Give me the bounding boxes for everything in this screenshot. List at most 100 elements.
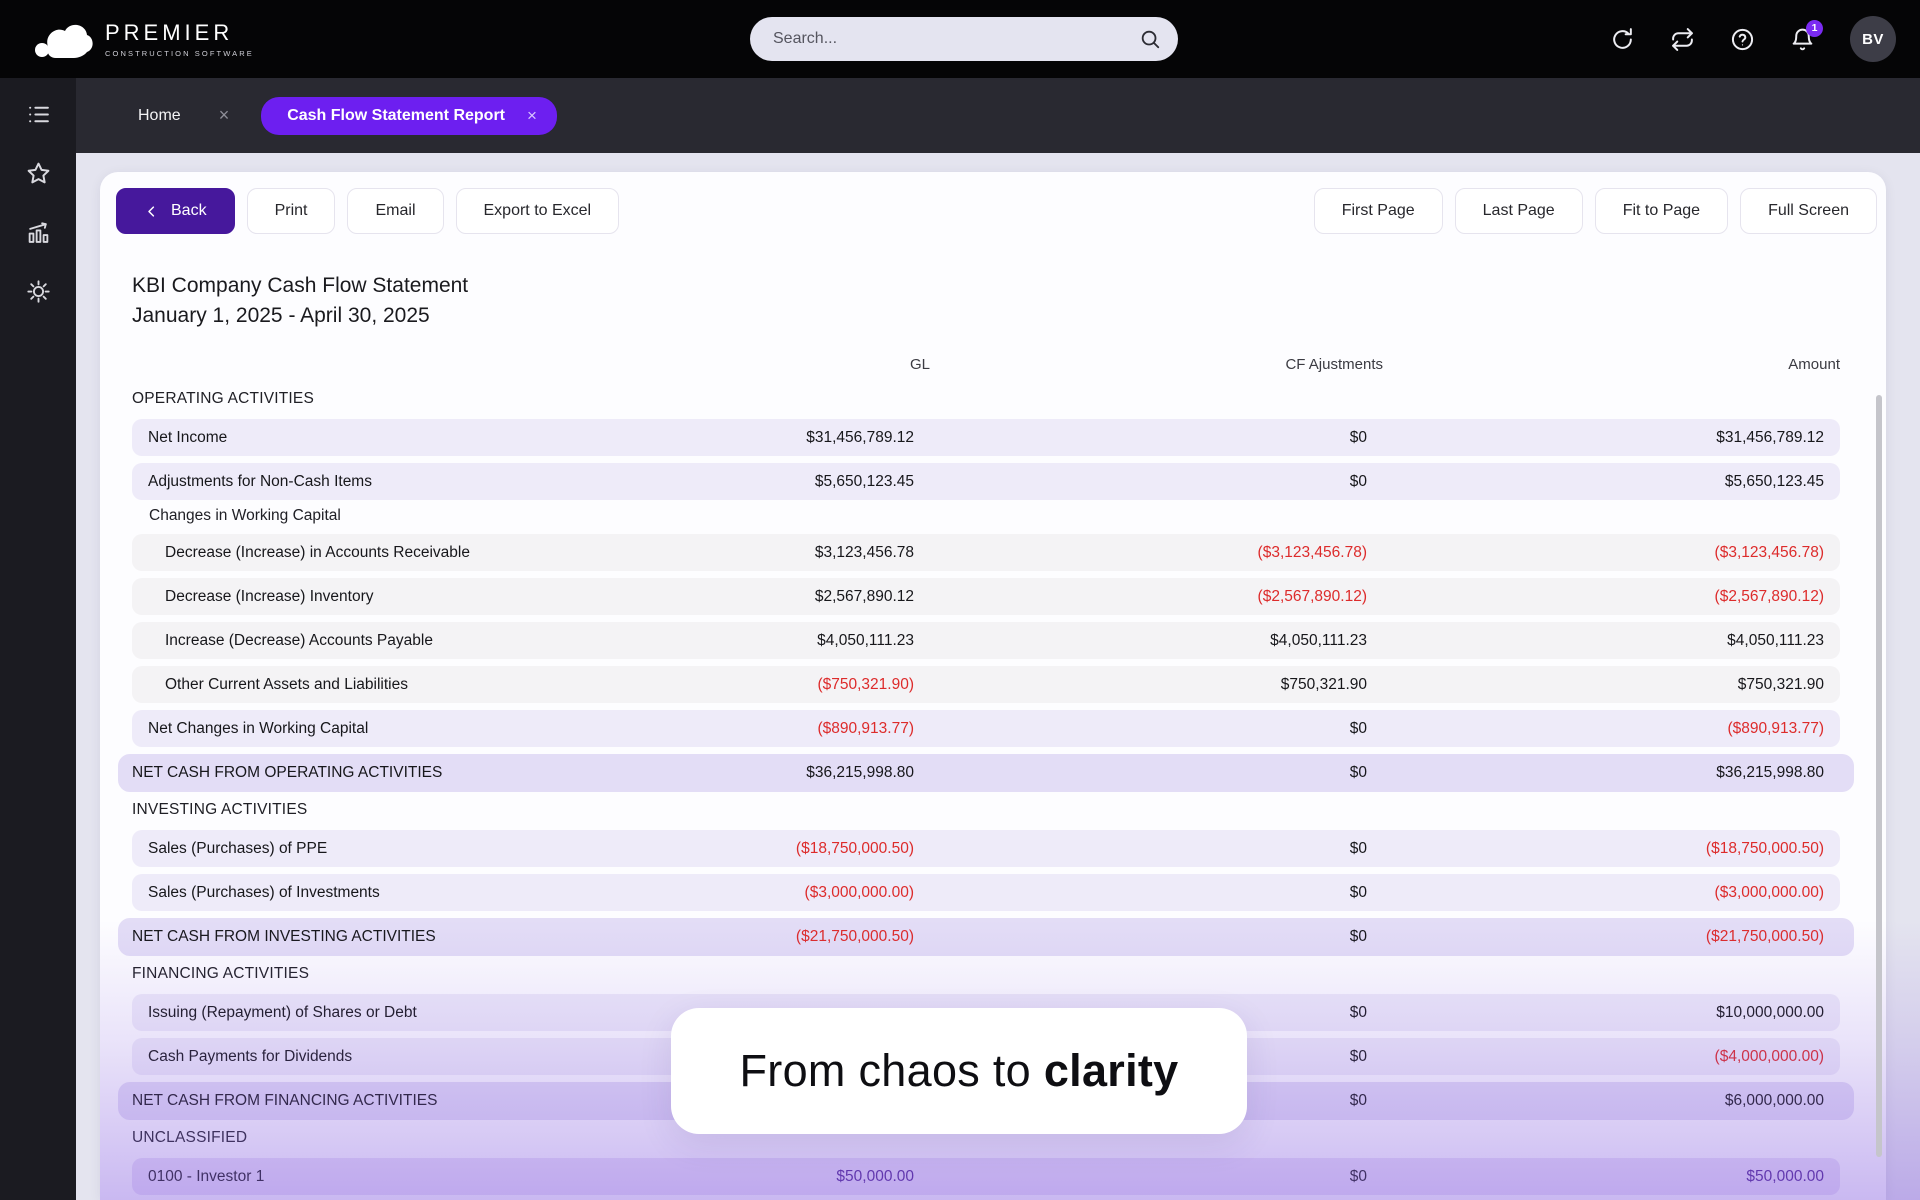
cell-value: ($18,750,000.50) — [795, 839, 914, 857]
cell-value: $50,000.00 — [1746, 1167, 1824, 1185]
cell-value: ($890,913.77) — [817, 719, 914, 737]
button-label: First Page — [1341, 202, 1415, 219]
table-row[interactable]: Net Income $31,456,789.12 $0 $31,456,789.12 — [132, 419, 1840, 456]
cell-value: $2,567,890.12 — [814, 587, 914, 605]
vertical-scrollbar[interactable] — [1876, 395, 1882, 1157]
toolbar-left-group: Back Print Email Export to Excel — [116, 188, 620, 234]
sync-icon[interactable] — [1670, 27, 1695, 52]
report-chart-icon[interactable] — [26, 220, 51, 245]
cell-value: $5,650,123.45 — [814, 472, 914, 490]
report-header: KBI Company Cash Flow Statement January … — [132, 271, 1886, 331]
fit-to-page-button[interactable]: Fit to Page — [1594, 188, 1729, 234]
cell-value: $0 — [1349, 928, 1367, 945]
cell-value: ($18,750,000.50) — [1705, 839, 1824, 857]
cell-value: ($2,567,890.12) — [1257, 587, 1367, 605]
row-label: Decrease (Increase) Inventory — [165, 587, 374, 605]
refresh-icon[interactable] — [1610, 27, 1635, 52]
report-card: Back Print Email Export to Excel First Page… — [100, 172, 1886, 1200]
email-button[interactable]: Email — [347, 188, 444, 234]
row-label: Increase (Decrease) Accounts Payable — [165, 631, 433, 649]
table-row[interactable]: Decrease (Increase) Inventory $2,567,890.… — [132, 578, 1840, 615]
notifications-icon[interactable]: 1 — [1790, 19, 1823, 52]
cloud-logo-icon — [35, 24, 93, 58]
button-label: Print — [274, 202, 308, 219]
cell-value: ($890,913.77) — [1727, 719, 1824, 737]
table-row[interactable]: 0100 - Investor 1 $50,000.00 $0 $50,000.00 — [132, 1158, 1840, 1195]
cell-value: $4,050,111.23 — [817, 631, 914, 649]
row-label: Sales (Purchases) of PPE — [148, 839, 328, 857]
cell-value: $10,000,000.00 — [1716, 1003, 1824, 1021]
last-page-button[interactable]: Last Page — [1454, 188, 1583, 234]
tab-cash-flow-statement-report[interactable]: Cash Flow Statement Report × — [261, 96, 557, 135]
list-icon[interactable] — [26, 102, 51, 127]
cell-value: $31,456,789.12 — [806, 428, 914, 446]
cell-value: $31,456,789.12 — [1716, 428, 1824, 446]
row-label: Net Income — [148, 428, 228, 446]
export-to-excel-button[interactable]: Export to Excel — [455, 188, 620, 234]
button-label: Back — [171, 202, 207, 219]
table-row[interactable]: Sales (Purchases) of Investments ($3,000,… — [132, 874, 1840, 911]
column-header-cf-adjustments: CF Ajustments — [1285, 355, 1383, 373]
cell-value: $5,650,123.45 — [1724, 472, 1824, 490]
report-title: KBI Company Cash Flow Statement — [132, 274, 469, 297]
button-label: Last Page — [1482, 202, 1555, 219]
button-label: Email — [375, 202, 416, 219]
table-row[interactable]: Net Changes in Working Capital ($890,913.… — [132, 710, 1840, 747]
table-row[interactable]: NET CASH FROM INVESTING ACTIVITIES ($21,7… — [118, 918, 1854, 956]
search-bar[interactable] — [750, 17, 1178, 61]
section-header: FINANCING ACTIVITIES — [132, 965, 310, 982]
table-row[interactable]: Decrease (Increase) in Accounts Receivab… — [132, 534, 1840, 571]
cell-value: ($2,567,890.12) — [1714, 587, 1824, 605]
table-row[interactable]: Adjustments for Non-Cash Items $5,650,123… — [132, 463, 1840, 500]
cell-value: $0 — [1349, 1003, 1367, 1021]
cell-value: ($750,321.90) — [817, 675, 914, 693]
cell-value: $4,050,111.23 — [1270, 631, 1367, 649]
search-icon[interactable] — [1139, 28, 1161, 50]
button-label: Full Screen — [1768, 202, 1849, 219]
search-input[interactable] — [750, 30, 1139, 48]
tab-bar: Home × Cash Flow Statement Report × — [76, 78, 1920, 153]
promo-overlay: From chaos to clarity — [671, 1008, 1247, 1134]
tab-home[interactable]: Home × — [138, 105, 229, 126]
row-label: Issuing (Repayment) of Shares or Debt — [148, 1003, 417, 1021]
table-row[interactable]: NET CASH FROM OPERATING ACTIVITIES $36,21… — [118, 754, 1854, 792]
row-label: NET CASH FROM FINANCING ACTIVITIES — [132, 1092, 438, 1109]
cell-value: $0 — [1349, 839, 1367, 857]
cell-value: $6,000,000.00 — [1724, 1092, 1824, 1109]
cell-value: $0 — [1349, 472, 1367, 490]
section-header: OPERATING ACTIVITIES — [132, 390, 314, 407]
cell-value: ($4,000,000.00) — [1714, 1047, 1824, 1065]
row-label: Adjustments for Non-Cash Items — [148, 472, 372, 490]
print-button[interactable]: Print — [246, 188, 336, 234]
table-row[interactable]: Sales (Purchases) of PPE ($18,750,000.50)… — [132, 830, 1840, 867]
row-label: NET CASH FROM OPERATING ACTIVITIES — [132, 764, 443, 781]
cell-value: ($3,000,000.00) — [1714, 883, 1824, 901]
cell-value: $0 — [1349, 428, 1367, 446]
cell-value: $36,215,998.80 — [1716, 764, 1824, 781]
table-row[interactable]: Other Current Assets and Liabilities ($75… — [132, 666, 1840, 703]
back-button[interactable]: Back — [116, 188, 235, 234]
cell-value: $36,215,998.80 — [806, 764, 914, 781]
cell-value: $3,123,456.78 — [814, 543, 914, 561]
star-icon[interactable] — [26, 161, 51, 186]
first-page-button[interactable]: First Page — [1313, 188, 1443, 234]
tab-home-label: Home — [138, 106, 181, 124]
help-icon[interactable] — [1730, 27, 1755, 52]
main-content: Back Print Email Export to Excel First Page… — [76, 153, 1920, 1200]
full-screen-button[interactable]: Full Screen — [1740, 188, 1877, 234]
close-icon[interactable]: × — [218, 105, 230, 125]
cell-value: $750,321.90 — [1737, 675, 1824, 693]
avatar[interactable]: BV — [1850, 16, 1896, 62]
cell-value: ($3,123,456.78) — [1257, 543, 1367, 561]
column-header-amount: Amount — [1788, 355, 1840, 373]
row-label: Net Changes in Working Capital — [148, 719, 369, 737]
section-header: INVESTING ACTIVITIES — [132, 801, 308, 818]
close-icon[interactable]: × — [527, 105, 537, 125]
topbar-actions: 1 BV — [1610, 0, 1896, 78]
cell-value: $50,000.00 — [836, 1167, 914, 1185]
gear-icon[interactable] — [26, 279, 51, 304]
table-row[interactable]: Increase (Decrease) Accounts Payable $4,0… — [132, 622, 1840, 659]
row-label: Other Current Assets and Liabilities — [165, 675, 408, 693]
cell-value: ($21,750,000.50) — [795, 928, 914, 945]
table-header-row: GL CF Ajustments Amount — [132, 347, 1840, 381]
